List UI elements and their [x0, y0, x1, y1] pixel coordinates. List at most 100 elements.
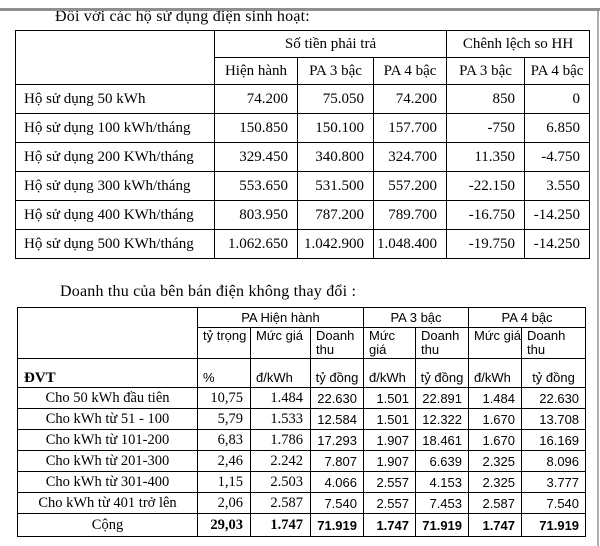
unit-cell: đ/kWh: [250, 358, 311, 388]
table1-col-header: PA 3 bậc: [297, 57, 374, 85]
table2-group-pa4: PA 4 bậc: [468, 307, 587, 328]
row-label: Cho kWh từ 401 trở lên: [17, 492, 198, 514]
cell-value: 12.584: [310, 408, 364, 430]
cell-value: 1.501: [363, 387, 416, 409]
table-row: Cho kWh từ 301-400 1,15 2.503 4.066 2.55…: [17, 471, 587, 493]
cell-value: 329.450: [214, 142, 298, 172]
table-row: Hộ sử dụng 400 KWh/tháng 803.950 787.200…: [15, 200, 591, 230]
cell-value: 10,75: [197, 387, 251, 409]
cell-value: 2.325: [468, 450, 523, 472]
total-row: Cộng 29,03 1.747 71.919 1.747 71.919 1.7…: [17, 513, 587, 537]
cell-value: 22.630: [521, 387, 587, 409]
cell-value: 1.501: [363, 408, 416, 430]
table2-sub-header: Doanh thu: [521, 327, 587, 359]
cell-value: 6.639: [414, 450, 470, 472]
cell-value: 4.153: [414, 471, 470, 493]
total-row-label: Cộng: [17, 513, 198, 537]
cell-value: 75.050: [297, 84, 374, 114]
cell-value: 787.200: [297, 200, 374, 230]
cell-value: 1.048.400: [372, 229, 448, 259]
table1-col-header: PA 4 bậc: [524, 57, 591, 85]
cell-value: 2.242: [250, 450, 311, 472]
table-row: Cho 50 kWh đầu tiên 10,75 1.484 22.630 1…: [17, 387, 587, 409]
table1-group-pay: Số tiền phải trả: [213, 30, 448, 58]
cell-value: 157.700: [372, 113, 448, 143]
table2-group-header-row: PA Hiện hành PA 3 bậc PA 4 bậc: [17, 307, 587, 359]
cell-value: 324.700: [372, 142, 448, 172]
cell-value: 2.503: [250, 471, 311, 493]
cell-value: 6,83: [197, 429, 251, 451]
table-row: Hộ sử dụng 50 kWh 74.200 75.050 74.200 8…: [15, 84, 591, 114]
row-label: Cho 50 kWh đầu tiên: [17, 387, 198, 409]
row-label: Cho kWh từ 101-200: [17, 429, 198, 451]
cell-value: 150.850: [214, 113, 298, 143]
cell-value: 2,46: [197, 450, 251, 472]
unit-cell: tỷ đồng: [414, 358, 470, 388]
table1-col-header: PA 4 bậc: [372, 57, 448, 85]
table-row: Cho kWh từ 201-300 2,46 2.242 7.807 1.90…: [17, 450, 587, 472]
table2-sub-header: Mức giá: [468, 327, 523, 359]
table1-group-diff: Chênh lệch so HH: [446, 30, 591, 58]
cell-value: -14.250: [524, 200, 591, 230]
row-label: Hộ sử dụng 400 KWh/tháng: [15, 200, 215, 230]
cell-value: -16.750: [446, 200, 526, 230]
table2-sub-header: Doanh thu: [414, 327, 470, 359]
cell-value: 1.062.650: [214, 229, 298, 259]
cell-value: -14.250: [524, 229, 591, 259]
heading-revenue: Doanh thu của bên bán điện không thay đổ…: [60, 283, 357, 300]
cell-value: 2.587: [468, 492, 523, 514]
table2-sub-header: Mức giá: [363, 327, 416, 359]
screenshot-right-border: [597, 11, 599, 546]
total-cell: 1.747: [250, 513, 311, 537]
cell-value: 7.453: [414, 492, 470, 514]
table2-unit-row: ĐVT % đ/kWh tỷ đồng đ/kWh tỷ đồng đ/kWh …: [17, 358, 587, 388]
cell-value: 12.322: [414, 408, 470, 430]
cell-value: 1.786: [250, 429, 311, 451]
table-row: Hộ sử dụng 500 KWh/tháng 1.062.650 1.042…: [15, 229, 591, 259]
total-cell: 71.919: [414, 513, 470, 537]
screenshot-top-border: [0, 8, 600, 11]
cell-value: 3.777: [521, 471, 587, 493]
unit-cell: đ/kWh: [468, 358, 523, 388]
cell-value: 16.169: [521, 429, 587, 451]
total-cell: 1.747: [468, 513, 523, 537]
cell-value: 22.891: [414, 387, 470, 409]
cell-value: 11.350: [446, 142, 526, 172]
cell-value: -750: [446, 113, 526, 143]
cell-value: 1.907: [363, 429, 416, 451]
cell-value: 8.096: [521, 450, 587, 472]
table-row: Cho kWh từ 401 trở lên 2,06 2.587 7.540 …: [17, 492, 587, 514]
row-label: Cho kWh từ 51 - 100: [17, 408, 198, 430]
cell-value: 74.200: [372, 84, 448, 114]
table2-corner-cell: [17, 307, 198, 359]
total-cell: 29,03: [197, 513, 251, 537]
revenue-table: PA Hiện hành PA 3 bậc PA 4 bậc tỷ trọng …: [17, 307, 587, 537]
unit-cell: tỷ đồng: [310, 358, 364, 388]
cell-value: 803.950: [214, 200, 298, 230]
table1-col-header: Hiện hành: [214, 57, 298, 85]
row-label: Hộ sử dụng 300 kWh/tháng: [15, 171, 215, 201]
unit-cell: %: [197, 358, 251, 388]
table2-sub-header: tỷ trọng: [197, 327, 251, 359]
table2-sub-header-row: tỷ trọng Mức giá Doanh thu Mức giá Doanh…: [18, 327, 587, 359]
cell-value: 2,06: [197, 492, 251, 514]
cell-value: -19.750: [446, 229, 526, 259]
cell-value: 1.907: [363, 450, 416, 472]
cell-value: 557.200: [372, 171, 448, 201]
cell-value: 0: [524, 84, 591, 114]
cell-value: 22.630: [310, 387, 364, 409]
table-row: Cho kWh từ 101-200 6,83 1.786 17.293 1.9…: [17, 429, 587, 451]
cell-value: 531.500: [297, 171, 374, 201]
unit-cell: đ/kWh: [363, 358, 416, 388]
cell-value: 1.484: [250, 387, 311, 409]
cell-value: 17.293: [310, 429, 364, 451]
cell-value: 1.042.900: [297, 229, 374, 259]
row-label: Cho kWh từ 201-300: [17, 450, 198, 472]
table1-corner-cell: [15, 30, 215, 85]
cell-value: 13.708: [521, 408, 587, 430]
cell-value: 6.850: [524, 113, 591, 143]
unit-cell: tỷ đồng: [521, 358, 587, 388]
household-payment-table: Số tiền phải trả Chênh lệch so HH Hiện h…: [15, 30, 591, 259]
total-cell: 71.919: [310, 513, 364, 537]
table2-sub-header: Mức giá: [250, 327, 311, 359]
